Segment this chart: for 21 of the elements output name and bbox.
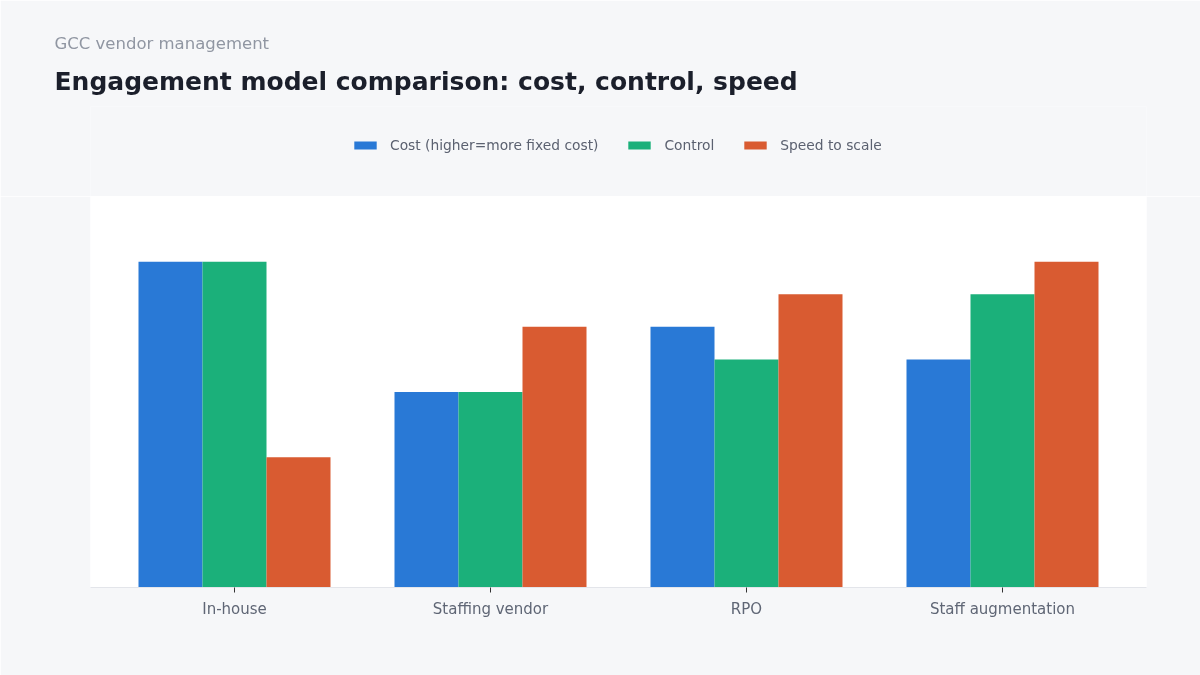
bar <box>650 326 715 588</box>
x-tick-label: In-house <box>202 599 267 618</box>
bar <box>458 392 523 588</box>
x-tick-label: Staff augmentation <box>929 599 1076 618</box>
bar <box>970 294 1035 588</box>
bar <box>714 359 779 588</box>
bar <box>522 326 587 588</box>
chart-subtitle: GCC vendor management <box>54 33 270 53</box>
bar <box>266 457 331 588</box>
x-tick-label: RPO <box>730 599 763 618</box>
bar <box>778 294 843 588</box>
legend-label: Cost (higher=more fixed cost) <box>390 137 599 153</box>
bar <box>906 359 971 588</box>
bar <box>202 261 267 588</box>
legend-label: Speed to scale <box>780 137 882 153</box>
legend-label: Control <box>664 137 715 153</box>
bar <box>138 261 203 588</box>
bar <box>1034 261 1099 588</box>
chart-title: Engagement model comparison: cost, control, speed <box>54 67 798 96</box>
x-tick-label: Staffing vendor <box>432 599 550 618</box>
bar <box>394 392 459 588</box>
